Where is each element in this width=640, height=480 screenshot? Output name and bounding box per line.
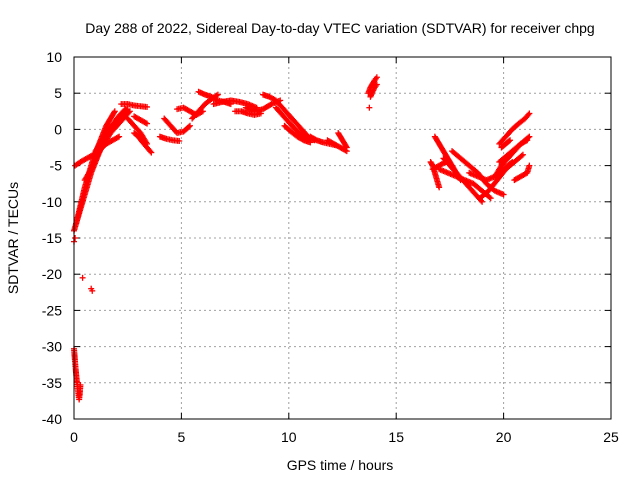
data-point <box>144 103 151 110</box>
y-tick-labels: 10 5 0 -5 -10 -15 -20 -25 -30 -35 -40 <box>42 49 62 427</box>
data-point <box>507 137 514 144</box>
data-point <box>116 133 123 140</box>
data-point <box>77 381 84 388</box>
y-tick-label: -10 <box>42 194 62 210</box>
data-point <box>442 158 449 165</box>
x-tick-label: 15 <box>388 429 404 445</box>
x-axis-label: GPS time / hours <box>287 457 394 473</box>
data-point <box>214 91 221 98</box>
data-point <box>114 134 121 141</box>
data-point <box>142 119 149 126</box>
data-point <box>519 151 526 158</box>
x-tick-label: 5 <box>178 429 186 445</box>
chart-title: Day 288 of 2022, Sidereal Day-to-day VTE… <box>85 20 594 36</box>
data-point <box>486 194 493 201</box>
plot-frame <box>73 56 612 420</box>
data-point <box>525 111 532 118</box>
data-point <box>148 149 155 156</box>
data-point <box>505 138 512 145</box>
data-point <box>441 159 448 166</box>
y-tick-label: -40 <box>42 411 62 427</box>
y-tick-label: -15 <box>42 230 62 246</box>
data-point <box>111 108 118 115</box>
data-point <box>257 110 264 117</box>
y-tick-label: 10 <box>46 49 62 65</box>
x-tick-labels: 0 5 10 15 20 25 <box>70 429 619 445</box>
data-point <box>111 109 118 116</box>
x-tick-label: 25 <box>603 429 619 445</box>
data-point <box>124 106 131 113</box>
x-tick-label: 10 <box>281 429 297 445</box>
data-point <box>479 198 486 205</box>
data-point <box>500 191 507 198</box>
y-tick-label: -5 <box>50 158 63 174</box>
data-point <box>144 120 151 127</box>
data-point <box>343 143 350 150</box>
data-point <box>307 139 314 146</box>
data-point <box>373 74 380 81</box>
data-point <box>123 107 130 114</box>
data-point <box>429 161 435 168</box>
data-point <box>267 101 274 108</box>
y-tick-label: -30 <box>42 339 62 355</box>
data-points <box>71 74 533 403</box>
data-point <box>373 81 380 88</box>
x-tick-label: 20 <box>496 429 512 445</box>
data-point <box>89 287 96 294</box>
y-tick-label: 5 <box>54 85 62 101</box>
x-tick-label: 0 <box>70 429 78 445</box>
data-point <box>436 184 443 191</box>
data-point <box>526 162 533 169</box>
data-point <box>185 123 192 130</box>
y-tick-label: -20 <box>42 266 62 282</box>
data-point <box>72 235 79 241</box>
data-point <box>147 148 154 155</box>
data-point <box>186 122 193 129</box>
data-point <box>176 137 183 144</box>
y-tick-label: -25 <box>42 302 62 318</box>
data-point <box>526 110 533 117</box>
y-tick-label: -35 <box>42 375 62 391</box>
data-point <box>526 133 533 140</box>
data-point <box>366 104 373 111</box>
y-tick-label: 0 <box>54 121 62 137</box>
data-point <box>525 134 532 141</box>
data-point <box>487 195 494 202</box>
data-point <box>79 274 86 281</box>
data-point <box>518 152 525 159</box>
y-axis-label: SDTVAR / TECUs <box>5 182 21 294</box>
grid <box>74 57 611 419</box>
data-point <box>343 144 350 151</box>
